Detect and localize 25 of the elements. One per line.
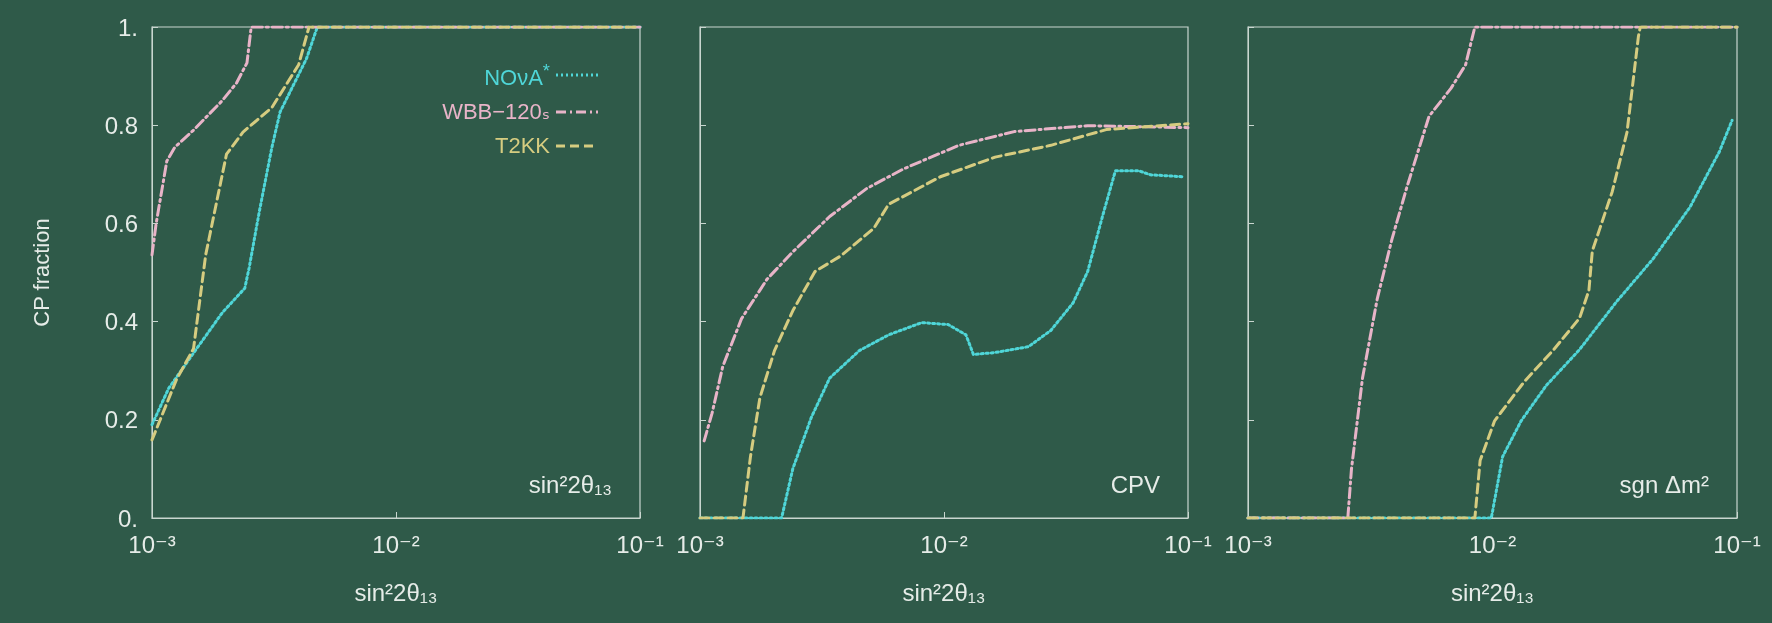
y-tick-label: 0.2 — [104, 406, 138, 434]
y-tick-label: 0.4 — [104, 308, 138, 336]
x-tick-label: 10⁻³ — [1224, 530, 1272, 558]
y-tick-label: 0. — [117, 504, 138, 532]
annotation: sin²2θ₁₃ — [528, 470, 613, 498]
x-tick-label: 10⁻² — [1468, 530, 1517, 558]
x-axis-title: sin²2θ₁₃ — [1450, 578, 1535, 606]
legend-label: NOνA$^{*}$ — [484, 59, 550, 93]
x-tick-label: 10⁻¹ — [616, 530, 664, 558]
annotation: CPV — [1110, 470, 1161, 498]
x-axis-title: sin²2θ₁₃ — [354, 578, 438, 606]
legend-label: WBB−120ₛ — [442, 98, 550, 127]
x-tick-label: 10⁻¹ — [1164, 530, 1212, 558]
y-tick-label: 0.6 — [104, 209, 138, 237]
y-axis-title: CP fraction — [28, 218, 54, 327]
x-tick-label: 10⁻³ — [128, 530, 176, 558]
y-tick-label: 0.8 — [104, 111, 138, 139]
x-axis-title: sin²2θ₁₃ — [902, 578, 986, 606]
y-tick-label: 1. — [117, 13, 138, 41]
x-tick-label: 10⁻³ — [676, 530, 724, 558]
annotation: sgn Δm² — [1619, 470, 1710, 498]
x-tick-label: 10⁻² — [372, 530, 420, 558]
x-tick-label: 10⁻² — [920, 530, 968, 558]
x-tick-label: 10⁻¹ — [1713, 530, 1761, 558]
legend-label: T2KK — [494, 132, 550, 161]
